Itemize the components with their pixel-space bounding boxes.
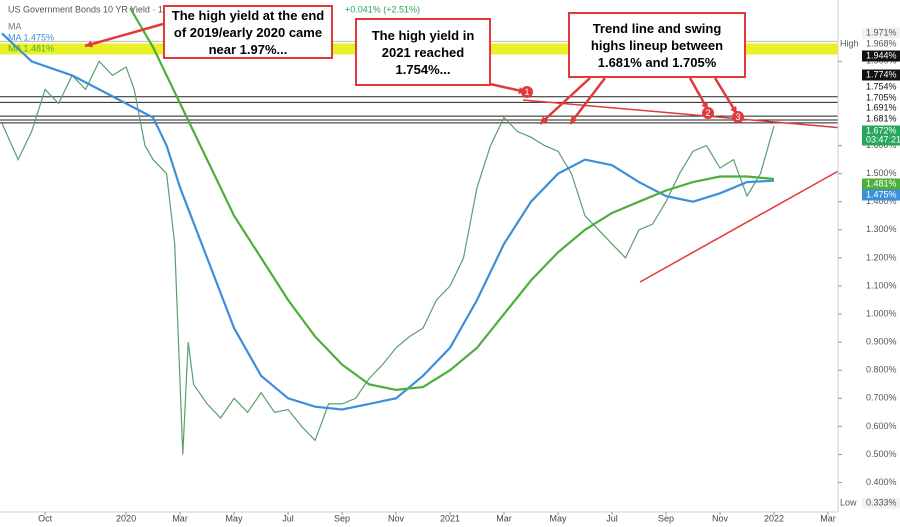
annotation: The high yield at the end of 2019/early … [163,5,333,59]
level-label: 1.944% [866,50,897,60]
y-tick-label: 0.400% [866,477,897,487]
low-value-box [862,497,900,509]
high-value-box [862,38,900,50]
ma-legend: MA 1.475% [8,32,54,42]
ma-value-box [862,189,900,201]
x-tick-label: Nov [388,513,405,523]
x-tick-label: Mar [172,513,188,523]
high-label: High [840,38,859,48]
level-label-box [862,50,900,62]
arrow-head [85,40,93,48]
arrow [84,22,164,48]
level-label-box [862,81,900,93]
level-label-box [862,113,900,125]
y-tick-label: 0.800% [866,365,897,375]
y-tick-label: 1.100% [866,280,897,290]
level-label: 1.971% [866,27,897,37]
arrow-head [540,116,548,124]
low-label: Low [840,497,857,507]
y-tick-label: 1.500% [866,168,897,178]
marker-label: 2 [705,108,710,118]
y-tick-label: 1.000% [866,308,897,318]
x-tick-label: 2021 [440,513,460,523]
y-tick-label: 0.600% [866,421,897,431]
level-label-box [862,102,900,114]
marker [521,86,533,98]
low-value: 0.333% [866,497,897,507]
y-tick-label: 0.500% [866,449,897,459]
x-tick-label: Jul [606,513,618,523]
countdown-box [862,134,900,146]
high-value: 1.968% [866,38,897,48]
annotation: Trend line and swing highs lineup betwee… [568,12,746,78]
marker-label: 1 [524,87,529,97]
x-tick-label: Sep [658,513,674,523]
x-tick-label: May [226,513,244,523]
y-tick-label: 1.400% [866,196,897,206]
arrow-head [570,116,578,124]
level-label-box [862,92,900,104]
change: +0.041% (+2.51%) [345,4,420,14]
level-label: 1.754% [866,81,897,91]
y-tick-label: 0.900% [866,337,897,347]
level-label: 1.774% [866,69,897,79]
level-label-box [862,69,900,81]
series-line [1,32,775,411]
x-tick-label: 2020 [116,513,136,523]
y-tick-label: 0.700% [866,393,897,403]
ma-legend: MA [8,21,22,31]
x-tick-label: Sep [334,513,350,523]
last-value-box [862,125,900,137]
x-tick-label: Mar [820,513,836,523]
ma-value-box [862,178,900,190]
x-tick-label: Jul [282,513,294,523]
annotation: The high yield in 2021 reached 1.754%... [355,18,491,86]
y-tick-label: 1.200% [866,252,897,262]
x-tick-label: Nov [712,513,729,523]
ma-legend: MA 1.481% [8,43,54,53]
arrow [539,77,591,125]
countdown: 03:47:21 [866,134,900,144]
level-label: 1.705% [866,92,897,102]
ma-value: 1.475% [866,189,897,199]
symbol: US Government Bonds 10 YR Yield · 1D [8,4,170,14]
y-tick-label: 1.300% [866,224,897,234]
x-tick-label: 2022 [764,513,784,523]
last-value: 1.672% [866,125,897,135]
trend-line [639,159,859,283]
series-line [129,7,775,392]
ma-value: 1.481% [866,178,897,188]
marker [732,111,744,123]
x-tick-label: Mar [496,513,512,523]
x-tick-label: Oct [38,513,53,523]
arrow [569,77,606,125]
level-label: 1.691% [866,102,897,112]
marker-label: 3 [735,112,740,122]
series-line [1,60,775,455]
level-label-box [862,27,900,39]
marker [702,107,714,119]
x-tick-label: May [550,513,568,523]
level-label: 1.681% [866,113,897,123]
